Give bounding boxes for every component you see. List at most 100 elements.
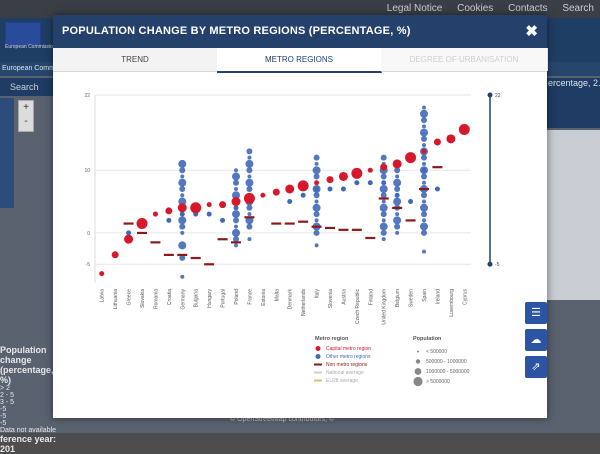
bg-sidebar xyxy=(0,98,14,208)
x-tick-label: Belgium xyxy=(395,289,401,307)
bg-legend-item: -5 xyxy=(0,406,7,413)
share-button[interactable]: ⇗ xyxy=(525,356,547,378)
other-metro-point xyxy=(180,174,185,179)
other-metro-point xyxy=(422,143,426,148)
other-metro-point xyxy=(245,178,254,187)
other-metro-point xyxy=(422,180,426,185)
modal-header: POPULATION CHANGE BY METRO REGIONS (PERC… xyxy=(53,15,547,48)
other-metro-point xyxy=(179,223,186,230)
capital-metro-point xyxy=(99,271,105,277)
non-metro-bar xyxy=(351,228,362,231)
non-metro-bar xyxy=(137,231,147,235)
bg-legend-item: -5 xyxy=(0,413,7,420)
legend-other-label: Other metro regions xyxy=(326,354,371,360)
other-metro-point xyxy=(232,210,240,219)
other-metro-point xyxy=(381,218,386,223)
other-metro-point xyxy=(421,167,427,173)
other-metro-point xyxy=(247,212,252,217)
legend-population-marker xyxy=(414,368,422,375)
legend-capital-marker xyxy=(315,346,321,351)
other-metro-point xyxy=(220,217,226,223)
legend-non-metro-label: Non metro regions xyxy=(326,362,368,368)
other-metro-point xyxy=(313,173,320,180)
other-metro-point xyxy=(234,168,238,173)
other-metro-point xyxy=(180,274,185,279)
bg-footer-credit: © OpenStreetMap contributors, © xyxy=(230,416,335,423)
x-tick-label: Italy xyxy=(315,289,321,299)
legend-population-marker xyxy=(417,350,419,353)
x-tick-label: Croatia xyxy=(167,289,173,305)
other-metro-point xyxy=(395,212,400,217)
non-metro-bar xyxy=(163,253,174,256)
other-metro-point xyxy=(381,180,387,186)
bg-legend-item: 2 - 5 xyxy=(0,392,15,399)
other-metro-point xyxy=(247,174,252,179)
capital-metro-point xyxy=(219,201,227,209)
y-tick-label: 10 xyxy=(84,168,90,174)
other-metro-point xyxy=(234,187,238,191)
link-cookies[interactable]: Cookies xyxy=(457,3,494,14)
other-metro-point xyxy=(380,229,387,236)
other-metro-point xyxy=(179,167,186,174)
capital-metro-point xyxy=(136,217,148,229)
other-metro-point xyxy=(233,236,239,243)
share-icon: ⇗ xyxy=(531,361,541,373)
legend-non-metro-marker xyxy=(314,363,322,366)
capital-metro-point xyxy=(111,251,119,259)
legend-population-label: < 500000 xyxy=(426,349,447,355)
x-tick-label: Slovakia xyxy=(140,289,146,308)
other-metro-point xyxy=(314,186,320,192)
link-search[interactable]: Search xyxy=(562,3,594,14)
other-metro-point xyxy=(354,180,360,186)
other-metro-point xyxy=(421,211,427,218)
tab-metro-regions[interactable]: METRO REGIONS xyxy=(217,48,382,73)
other-metro-point xyxy=(380,154,387,161)
other-metro-point xyxy=(408,199,414,205)
bg-legend-item: 3 - 5 xyxy=(0,399,15,406)
capital-metro-point xyxy=(326,176,334,184)
x-tick-label: Estonia xyxy=(261,289,267,306)
capital-metro-point xyxy=(272,188,280,196)
other-metro-point xyxy=(178,178,187,187)
bg-right-panel: ercentage, 2. xyxy=(545,78,600,128)
other-metro-point xyxy=(126,230,132,236)
non-metro-bar xyxy=(244,216,255,219)
legend-eu-marker xyxy=(314,379,322,382)
list-icon: ☰ xyxy=(531,307,541,319)
capital-metro-point xyxy=(338,171,348,181)
other-metro-point xyxy=(420,109,428,118)
other-metro-point xyxy=(421,117,427,124)
modal-title: POPULATION CHANGE BY METRO REGIONS (PERC… xyxy=(62,25,411,37)
other-metro-point xyxy=(233,205,239,211)
link-contacts[interactable]: Contacts xyxy=(508,3,548,14)
range-scale-bottom-label: -5 xyxy=(495,262,500,268)
chart-modal: POPULATION CHANGE BY METRO REGIONS (PERC… xyxy=(53,15,548,418)
other-metro-point xyxy=(246,148,253,155)
non-metro-bar xyxy=(231,241,241,244)
non-metro-bar xyxy=(378,197,389,200)
x-tick-label: Hungary xyxy=(207,289,213,308)
list-button[interactable]: ☰ xyxy=(525,302,547,324)
other-metro-point xyxy=(313,154,320,161)
other-metro-point xyxy=(422,124,426,129)
non-metro-bar xyxy=(177,253,188,256)
bg-legend-title: Population change (percentage, %) xyxy=(0,345,54,385)
other-metro-point xyxy=(233,217,239,224)
x-tick-label: Bulgaria xyxy=(194,289,200,308)
other-metro-point xyxy=(314,218,319,223)
non-metro-bar xyxy=(150,241,161,244)
non-metro-bar xyxy=(311,225,322,228)
other-metro-point xyxy=(340,186,346,192)
download-button[interactable]: ☁ xyxy=(525,329,547,351)
bg-legend: Population change (percentage, %) > 2 2 … xyxy=(0,345,60,454)
legend-capital-label: Capital metro region xyxy=(326,346,371,352)
capital-metro-point xyxy=(351,167,363,179)
range-scale-top-label: 22 xyxy=(495,93,501,99)
bg-search-label: Search xyxy=(0,78,65,96)
legend-other-marker xyxy=(315,354,321,359)
close-icon[interactable]: ✖ xyxy=(525,23,538,40)
other-metro-point xyxy=(421,192,427,199)
link-legal-notice[interactable]: Legal Notice xyxy=(386,3,443,14)
other-metro-point xyxy=(312,203,321,212)
x-tick-label: Finland xyxy=(368,289,374,306)
